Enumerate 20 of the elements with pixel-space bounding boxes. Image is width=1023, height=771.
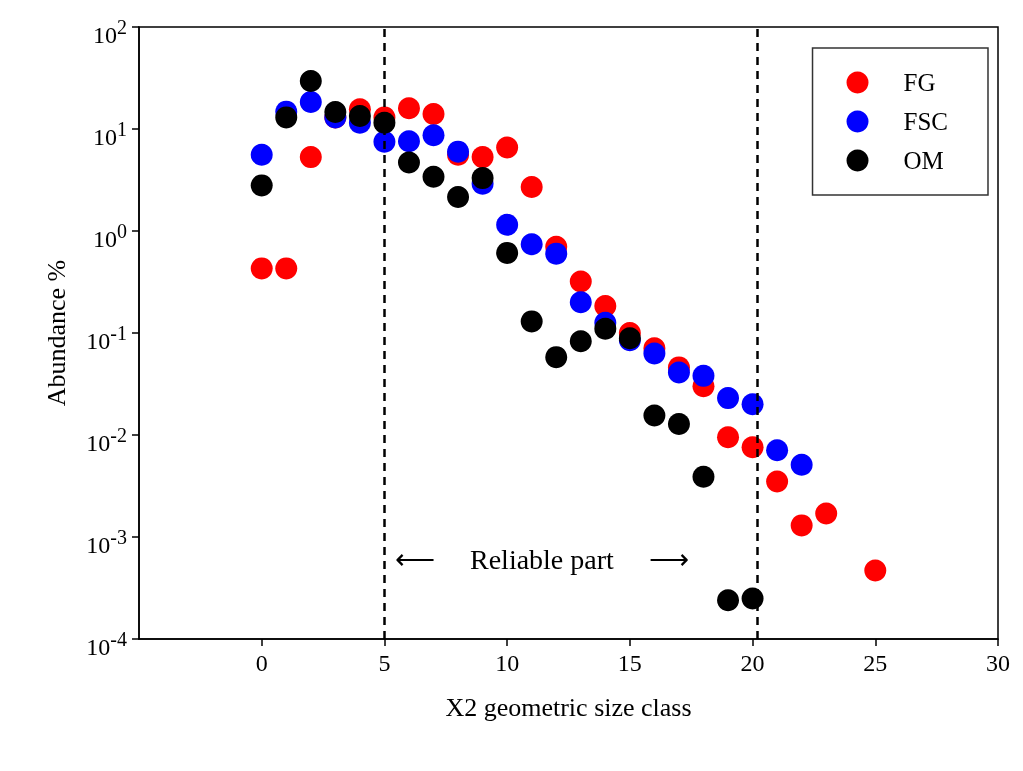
x-tick-label: 10 <box>495 650 520 676</box>
x-tick-label: 30 <box>986 650 1010 676</box>
y-tick-label: 10$^{-3}$ <box>86 525 127 558</box>
legend-label: OM <box>903 147 944 174</box>
y-axis-title: Abundance % <box>41 259 71 407</box>
y-tick-label: 10$^{2}$ <box>93 15 127 48</box>
annotation: ⟵ Reliable part ⟶ <box>395 543 689 575</box>
x-tick-label: 15 <box>617 650 642 676</box>
x-tick-label: 20 <box>740 650 765 676</box>
x-tick-label: 0 <box>255 650 268 676</box>
y-tick-label: 10$^{-1}$ <box>86 321 127 354</box>
y-tick-label: 10$^{-4}$ <box>86 627 127 660</box>
x-tick-label: 25 <box>863 650 888 676</box>
legend-label: FG <box>903 69 936 96</box>
x-tick-label: 5 <box>378 650 391 676</box>
x-axis-title: X2 geometric size class <box>445 692 692 722</box>
y-tick-label: 10$^{1}$ <box>93 117 127 150</box>
y-tick-label: 10$^{0}$ <box>93 219 127 252</box>
legend-label: FSC <box>903 108 948 135</box>
y-tick-label: 10$^{-2}$ <box>86 423 127 456</box>
